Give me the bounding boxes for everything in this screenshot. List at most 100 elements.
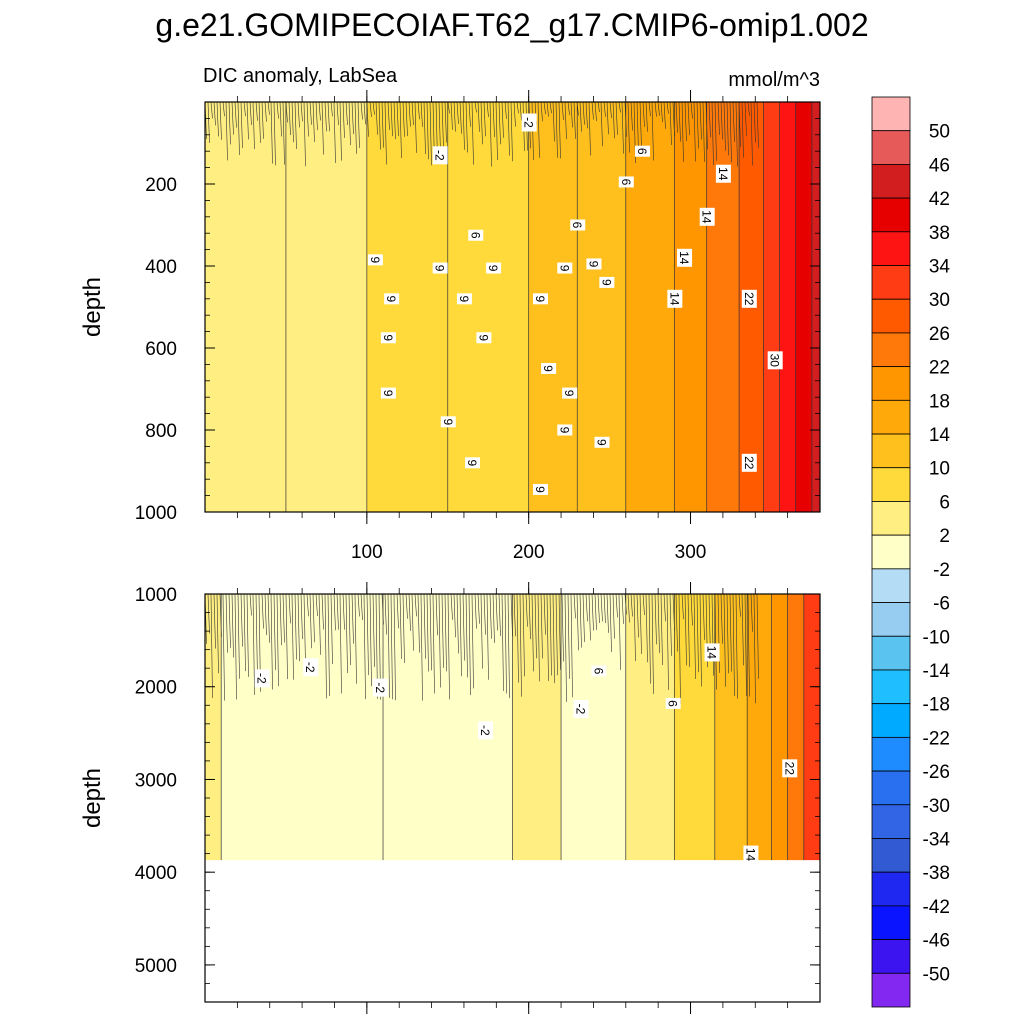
contour-label-text: 9 [457, 295, 471, 302]
contour-label: -2 [477, 721, 493, 740]
colorbar-label: -38 [923, 863, 950, 884]
contour-label: 9 [533, 483, 549, 495]
contour-label-bg [599, 276, 615, 288]
colorbar-swatch [871, 501, 911, 536]
y-tick-label: 400 [145, 257, 177, 278]
contour-label-bg [372, 678, 388, 697]
contour-band [706, 102, 740, 512]
colorbar-swatch [871, 433, 911, 469]
colorbar-label: -42 [923, 897, 950, 918]
contour-label-bg [468, 229, 484, 241]
colorbar-label: 10 [929, 459, 950, 480]
units-label: mmol/m^3 [728, 69, 820, 91]
contour-label: 9 [380, 387, 396, 399]
contour-label-bg [521, 113, 537, 132]
colorbar-label: -18 [923, 695, 950, 716]
contour-label-text: -2 [433, 150, 447, 161]
colorbar-label: -26 [923, 762, 950, 783]
contour-band [205, 102, 286, 512]
contour-band [763, 102, 780, 512]
contour-label-text: -2 [255, 673, 269, 684]
contour-label: 9 [380, 332, 396, 344]
colorbar-swatch [871, 332, 911, 368]
contour-label: 14 [704, 643, 720, 662]
contour-label: -2 [432, 146, 448, 165]
plot-frame [204, 101, 821, 513]
contour-label: 9 [432, 262, 448, 274]
contour-label-bg [533, 293, 549, 305]
contour-label-bg [557, 424, 573, 436]
contour-band [771, 594, 788, 861]
contour-label: -2 [521, 113, 537, 132]
contour-label-text: 14 [677, 251, 691, 265]
contour-label: 14 [667, 289, 683, 308]
contour-label: 22 [741, 289, 757, 308]
x-tick-label: 100 [351, 542, 383, 563]
contour-label-bg [782, 759, 798, 778]
upper-panel: 200 400 600 800 1000 100 200 300 depth -2 -2 6 6 14 14… [79, 90, 821, 563]
colorbar-label: 26 [929, 324, 950, 345]
y-tick-label: 600 [145, 339, 177, 360]
contour-label-text: 9 [595, 439, 609, 446]
x-tick-label: 300 [675, 542, 707, 563]
colorbar-swatch [871, 366, 911, 401]
contour-label-text: 22 [742, 456, 756, 470]
contour-line [204, 101, 759, 167]
colorbar-label: 18 [929, 391, 950, 412]
contour-label-text: 9 [441, 418, 455, 425]
y-tick-label: 2000 [135, 678, 177, 699]
y-tick-label: 800 [145, 421, 177, 442]
colorbar-swatch [871, 568, 911, 603]
contour-label-text: 14 [743, 848, 757, 862]
contour-label: 14 [677, 248, 693, 267]
contour-label-text: 9 [541, 365, 555, 372]
contour-label: 9 [586, 258, 602, 270]
contour-label-bg [254, 669, 270, 688]
contour-label-bg [618, 176, 634, 188]
contour-label-bg [699, 207, 715, 226]
contour-line [204, 593, 759, 704]
colorbar-swatch [871, 164, 911, 199]
contour-label-text: 14 [705, 646, 719, 660]
contour-label-bg [477, 721, 493, 740]
contour-label-text: 9 [599, 279, 613, 286]
contour-label-text: 9 [486, 265, 500, 272]
y-tick-label: 4000 [135, 863, 177, 884]
colorbar-label: -30 [923, 796, 950, 817]
contour-label-bg [591, 665, 607, 677]
colorbar-swatch [871, 669, 911, 705]
y-axis-label: depth [79, 768, 106, 828]
contour-band [221, 594, 384, 861]
contour-label-text: 22 [782, 762, 796, 776]
contour-label-bg [456, 293, 472, 305]
contour-label-bg [573, 699, 589, 718]
contour-label-bg [743, 845, 759, 864]
colorbar: 50 46 42 38 34 30 26 22 18 14 10 6 2 -2 -6 -10 -14 -18 -22… [871, 96, 951, 1008]
contour-label-text: 9 [381, 390, 395, 397]
colorbar-label: -46 [923, 931, 950, 952]
contour-label-bg [594, 436, 610, 448]
contour-label-bg [704, 643, 720, 662]
contour-label: 9 [557, 262, 573, 274]
colorbar-swatch [871, 231, 911, 266]
contour-band [561, 594, 626, 861]
contour-label: 14 [699, 207, 715, 226]
contour-label: 9 [384, 293, 400, 305]
y-tick-label: 5000 [135, 956, 177, 977]
contour-label: -2 [573, 699, 589, 718]
colorbar-swatch [871, 905, 911, 940]
colorbar-label: -34 [923, 829, 951, 850]
contour-band [447, 102, 529, 512]
colorbar-swatch [871, 838, 911, 873]
contour-label-text: 9 [533, 295, 547, 302]
contour-label-bg [667, 289, 683, 308]
contour-label-bg [533, 483, 549, 495]
colorbar-label: -14 [923, 661, 951, 682]
contour-band [366, 102, 448, 512]
contour-label-bg [384, 293, 400, 305]
contour-label: 9 [533, 293, 549, 305]
contour-label-text: 6 [570, 222, 584, 229]
colorbar-swatch [871, 534, 911, 570]
colorbar-label: 22 [929, 358, 950, 379]
